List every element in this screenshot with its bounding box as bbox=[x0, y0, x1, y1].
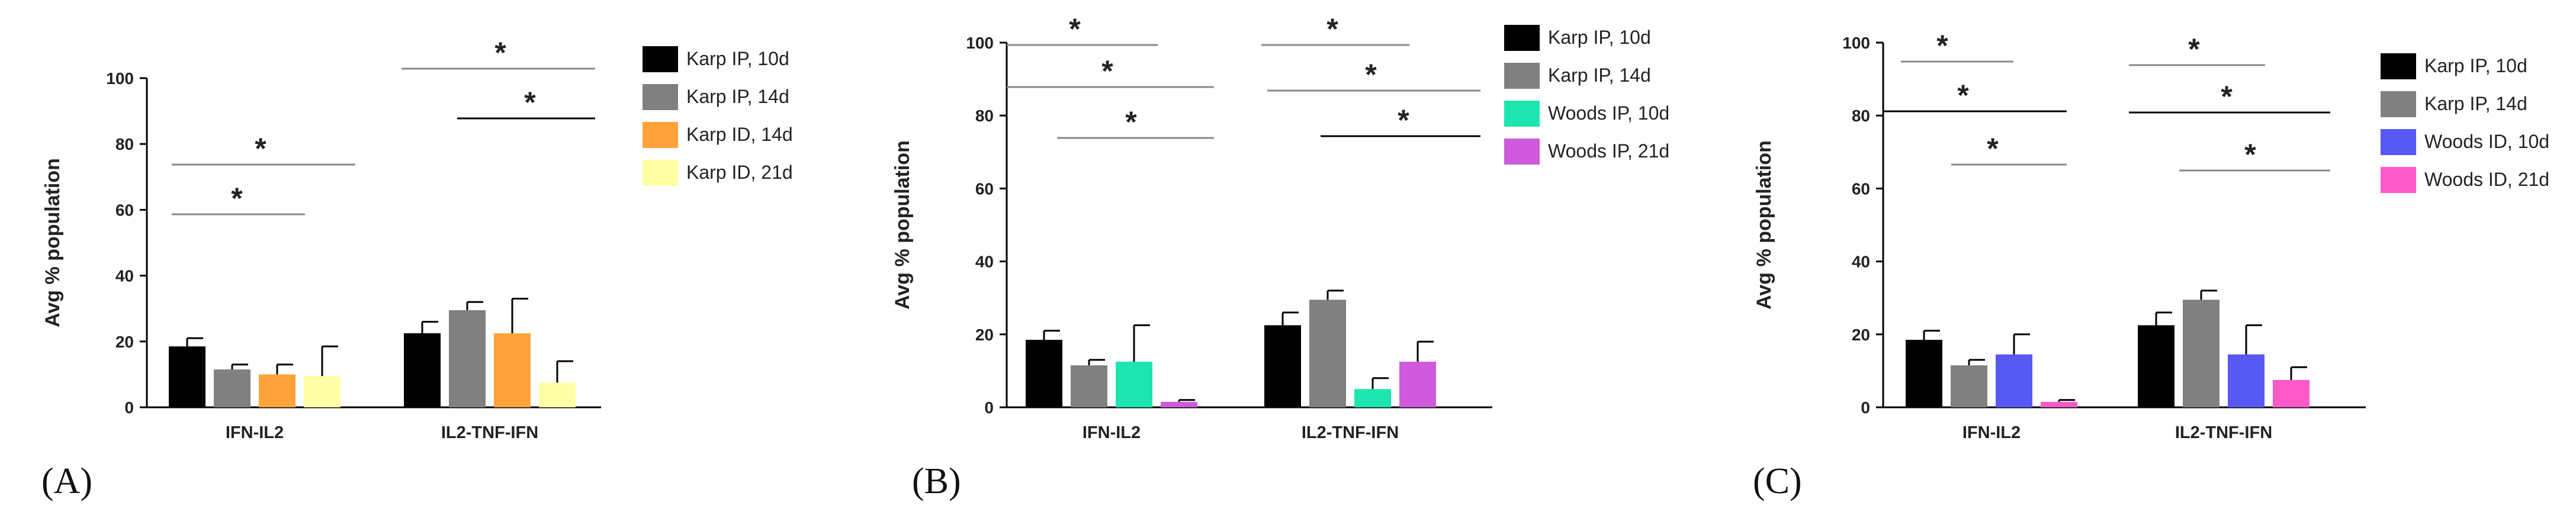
legend-swatch bbox=[1504, 101, 1540, 127]
chart-panel-3: 0 20 40 60 80 100 Avg % population IFN-IL2 IL2-T… bbox=[1753, 29, 2549, 501]
x-tick-label: IL2-TNF-IFN bbox=[441, 423, 538, 442]
legend-label: Karp IP, 14d bbox=[2424, 93, 2527, 114]
bar bbox=[1354, 389, 1391, 407]
legend-swatch bbox=[2381, 167, 2416, 193]
bar bbox=[2138, 325, 2174, 407]
legend-label: Woods ID, 21d bbox=[2424, 169, 2549, 190]
y-tick-label: 40 bbox=[115, 267, 134, 285]
legend-swatch bbox=[2381, 53, 2416, 79]
x-tick-label: IFN-IL2 bbox=[226, 423, 284, 442]
bar bbox=[2041, 401, 2077, 407]
y-tick-label: 100 bbox=[106, 69, 134, 88]
bar bbox=[1309, 300, 1346, 407]
significance-star: * bbox=[1987, 132, 1999, 165]
significance-star: * bbox=[1326, 12, 1338, 46]
legend-label: Karp IP, 10d bbox=[2424, 55, 2527, 76]
significance-star: * bbox=[2221, 80, 2233, 113]
bar bbox=[1161, 401, 1197, 407]
y-tick-label: 0 bbox=[1861, 398, 1870, 417]
bar bbox=[539, 382, 576, 407]
legend-swatch bbox=[1504, 25, 1540, 51]
bar bbox=[1996, 354, 2032, 407]
bar bbox=[1026, 340, 1062, 407]
significance-star: * bbox=[1957, 79, 1969, 112]
y-tick-label: 0 bbox=[984, 398, 994, 417]
significance-star: * bbox=[1125, 105, 1137, 139]
y-tick-label: 80 bbox=[115, 135, 134, 153]
x-tick-label: IL2-TNF-IFN bbox=[1302, 423, 1399, 442]
chart-panel-1: 0 20 40 60 80 100 Avg % population IFN-IL2 IL2-T… bbox=[41, 36, 793, 501]
bar bbox=[404, 333, 441, 407]
legend-swatch bbox=[643, 160, 678, 186]
significance-star: * bbox=[1936, 29, 1948, 62]
y-axis-label: Avg % population bbox=[891, 140, 914, 310]
y-tick-label: 100 bbox=[1842, 34, 1870, 52]
y-tick-label: 100 bbox=[966, 34, 994, 52]
y-tick-label: 20 bbox=[975, 326, 994, 344]
y-tick-label: 60 bbox=[115, 201, 134, 219]
x-tick-label: IFN-IL2 bbox=[1962, 423, 2021, 442]
legend-swatch bbox=[2381, 129, 2416, 155]
legend-swatch bbox=[643, 84, 678, 110]
legend-swatch bbox=[643, 122, 678, 148]
y-tick-label: 0 bbox=[124, 398, 134, 417]
significance-star: * bbox=[1101, 54, 1113, 88]
y-tick-label: 20 bbox=[115, 333, 134, 351]
significance-star: * bbox=[2244, 138, 2256, 171]
significance-star: * bbox=[1365, 58, 1377, 91]
y-tick-label: 40 bbox=[975, 253, 994, 271]
significance-star: * bbox=[1069, 12, 1081, 46]
bar bbox=[1071, 365, 1107, 407]
legend-label: Woods IP, 21d bbox=[1548, 140, 1669, 162]
bar bbox=[259, 374, 295, 407]
y-tick-label: 80 bbox=[975, 107, 994, 125]
bar bbox=[1264, 325, 1301, 407]
significance-star: * bbox=[2188, 33, 2200, 66]
bar bbox=[2273, 379, 2310, 407]
y-axis-label: Avg % population bbox=[41, 158, 64, 327]
legend-swatch bbox=[2381, 91, 2416, 117]
panel-label: (A) bbox=[41, 461, 92, 501]
bar bbox=[1399, 362, 1436, 407]
significance-star: * bbox=[255, 132, 266, 165]
y-tick-label: 80 bbox=[1852, 107, 1870, 125]
bar bbox=[214, 369, 250, 407]
y-tick-label: 20 bbox=[1852, 326, 1870, 344]
significance-star: * bbox=[494, 36, 506, 69]
bar bbox=[169, 346, 205, 407]
bar bbox=[1906, 340, 1942, 407]
significance-star: * bbox=[524, 86, 536, 119]
y-axis-label: Avg % population bbox=[1753, 140, 1775, 310]
significance-star: * bbox=[231, 182, 243, 215]
panel-label: (C) bbox=[1753, 461, 1802, 501]
legend-label: Woods ID, 10d bbox=[2424, 131, 2549, 152]
bar bbox=[2228, 354, 2265, 407]
legend-label: Karp IP, 10d bbox=[1548, 27, 1651, 48]
x-tick-label: IFN-IL2 bbox=[1083, 423, 1141, 442]
bar bbox=[304, 376, 341, 407]
panel-label: (B) bbox=[912, 461, 961, 501]
y-tick-label: 40 bbox=[1852, 253, 1870, 271]
bar bbox=[1951, 365, 1987, 407]
significance-star: * bbox=[1398, 104, 1409, 137]
legend-label: Woods IP, 10d bbox=[1548, 102, 1669, 124]
bar bbox=[494, 333, 531, 407]
legend-label: Karp ID, 21d bbox=[686, 162, 793, 183]
bar bbox=[449, 310, 486, 407]
x-tick-label: IL2-TNF-IFN bbox=[2175, 423, 2272, 442]
legend-label: Karp IP, 10d bbox=[686, 48, 789, 69]
legend-label: Karp IP, 14d bbox=[1548, 65, 1651, 86]
legend-swatch bbox=[643, 46, 678, 72]
legend-swatch bbox=[1504, 139, 1540, 165]
legend-swatch bbox=[1504, 63, 1540, 89]
legend-label: Karp ID, 14d bbox=[686, 124, 793, 145]
bar bbox=[2183, 300, 2220, 407]
chart-panel-2: 0 20 40 60 80 100 Avg % population IFN-IL2 IL2-T… bbox=[891, 12, 1669, 501]
bar bbox=[1116, 362, 1152, 407]
legend-label: Karp IP, 14d bbox=[686, 86, 789, 107]
y-tick-label: 60 bbox=[975, 179, 994, 198]
y-tick-label: 60 bbox=[1852, 179, 1870, 198]
